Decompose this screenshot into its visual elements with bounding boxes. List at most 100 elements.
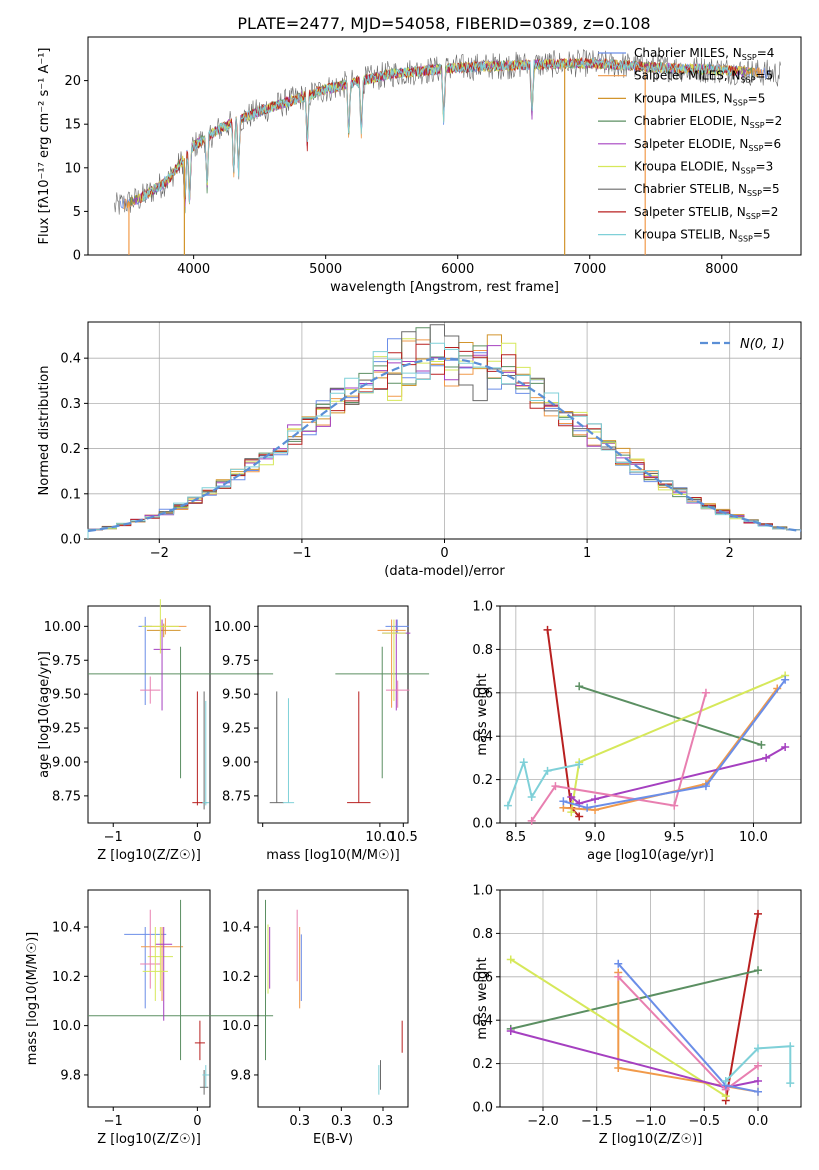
normal-curve <box>87 357 802 533</box>
weight-marker <box>575 812 584 821</box>
y-axis-label: Flux [fλ10⁻¹⁷ erg cm⁻² s⁻¹ A⁻¹] <box>37 48 52 245</box>
axes-frame <box>87 889 211 1108</box>
y-tick-label: 10.2 <box>52 970 81 985</box>
x-tick-label: −1.0 <box>635 1114 667 1129</box>
y-tick-label: 0.3 <box>60 397 81 412</box>
x-tick-label: −1 <box>292 546 311 561</box>
weight-marker <box>527 792 536 801</box>
x-tick-label: 10.0 <box>739 830 768 845</box>
axes-frame <box>257 889 409 1108</box>
x-tick-label: 0.0 <box>748 1114 769 1129</box>
panel-7: 0.3 0.3 0.3 9.8 10.0 10.2 10.4 E(B-V) <box>222 889 409 1147</box>
y-tick-label: 0.0 <box>472 817 493 832</box>
y-tick-label: 10.0 <box>222 1019 251 1034</box>
y-tick-label: 0.6 <box>472 970 493 985</box>
y-tick-label: 20 <box>64 74 81 89</box>
weight-marker <box>506 1027 515 1036</box>
panel-2: −2 −1 0 1 2 0.0 0.1 0.2 0.3 0.4 (data-model)/error… <box>37 321 802 579</box>
x-tick-label: 0.3 <box>331 1114 352 1129</box>
y-tick-label: 0 <box>73 249 81 264</box>
y-tick-label: 9.25 <box>222 722 251 737</box>
weight-marker <box>786 1079 795 1088</box>
y-tick-label: 10.0 <box>52 1019 81 1034</box>
x-tick-label: 1 <box>583 546 591 561</box>
weight-line <box>563 679 787 809</box>
y-tick-label: 0.1 <box>60 487 81 502</box>
weight-marker <box>506 955 515 964</box>
legend-label: Chabrier ELODIE, NSSP=2 <box>634 114 782 130</box>
y-tick-label: 9.75 <box>222 654 251 669</box>
y-tick-label: 10.2 <box>222 970 251 985</box>
axes-frame <box>87 36 802 256</box>
x-tick-label: 6000 <box>441 262 474 277</box>
y-tick-label: 10 <box>64 161 81 176</box>
panel-8: −2.0 −1.5 −1.0 −0.5 0.0 0.0 0.2 0.4 0.6 0.8 1.0 Z [… <box>472 884 802 1147</box>
weight-marker <box>754 1061 762 1070</box>
x-axis-label: wavelength [Angstrom, rest frame] <box>330 280 559 295</box>
y-tick-label: 10.4 <box>52 920 81 935</box>
y-tick-label: 0.4 <box>472 730 493 745</box>
y-tick-label: 15 <box>64 118 81 133</box>
weight-marker <box>701 688 710 697</box>
weight-marker <box>670 801 679 810</box>
weight-line <box>578 685 762 746</box>
y-tick-label: 0.4 <box>60 352 81 367</box>
y-axis-label: Normed distribution <box>37 366 52 496</box>
weight-line <box>724 913 759 1101</box>
weight-marker <box>543 766 552 775</box>
weight-marker <box>503 801 512 810</box>
x-tick-label: 10.0 <box>365 830 394 845</box>
x-tick-label: 9.0 <box>585 830 606 845</box>
x-axis-label: Z [log10(Z/Z☉)] <box>599 1132 703 1147</box>
y-tick-label: 0.0 <box>472 1101 493 1116</box>
y-tick-label: 9.50 <box>222 688 251 703</box>
weight-marker <box>781 675 790 684</box>
x-tick-label: 10.5 <box>389 830 418 845</box>
weight-marker <box>551 782 560 791</box>
y-tick-label: 8.75 <box>52 789 81 804</box>
x-tick-label: 8.5 <box>505 830 526 845</box>
panel-3: −1 0 8.75 9.00 9.25 9.50 9.75 10.00 Z [log10(Z/Z… <box>37 599 274 863</box>
y-tick-label: 0.6 <box>472 686 493 701</box>
weight-marker <box>786 1042 795 1051</box>
weight-marker <box>754 1087 762 1096</box>
x-tick-label: 0.3 <box>289 1114 310 1129</box>
y-tick-label: 0.2 <box>60 442 81 457</box>
y-tick-label: 9.8 <box>230 1068 251 1083</box>
weight-marker <box>757 740 766 749</box>
weight-marker <box>701 782 710 791</box>
weight-marker <box>614 972 623 981</box>
legend-label: Chabrier MILES, NSSP=4 <box>634 46 774 62</box>
x-axis-label: (data-model)/error <box>384 564 505 579</box>
weight-marker <box>721 1076 730 1085</box>
weight-marker <box>591 795 600 804</box>
histogram-step <box>87 342 801 539</box>
y-tick-label: 0.2 <box>472 1057 493 1072</box>
weight-marker <box>543 625 552 634</box>
x-tick-label: −0.5 <box>688 1114 720 1129</box>
legend-label: Kroupa STELIB, NSSP=5 <box>634 228 771 244</box>
weight-marker <box>762 753 771 762</box>
y-tick-label: 1.0 <box>472 600 493 615</box>
x-tick-label: 0.3 <box>373 1114 394 1129</box>
y-tick-label: 0.8 <box>472 643 493 658</box>
x-tick-label: −1 <box>104 1114 123 1129</box>
y-tick-label: 10.00 <box>214 620 251 635</box>
x-tick-label: 9.5 <box>664 830 685 845</box>
x-axis-label: Z [log10(Z/Z☉)] <box>97 848 201 863</box>
x-axis-label: age [log10(age/yr)] <box>587 848 714 863</box>
y-tick-label: 9.75 <box>52 654 81 669</box>
y-tick-label: 0.2 <box>472 773 493 788</box>
y-tick-label: 5 <box>73 205 81 220</box>
y-tick-label: 9.25 <box>52 722 81 737</box>
weight-marker <box>754 1076 762 1085</box>
legend-label: Chabrier STELIB, NSSP=5 <box>634 182 780 198</box>
x-tick-label: −2.0 <box>527 1114 559 1129</box>
legend-label: Salpeter MILES, NSSP=5 <box>634 69 773 85</box>
y-tick-label: 9.50 <box>52 688 81 703</box>
x-axis-label: E(B-V) <box>313 1132 353 1147</box>
y-tick-label: 0.4 <box>472 1014 493 1029</box>
weight-marker <box>567 792 576 801</box>
axes-frame <box>499 605 802 824</box>
x-tick-label: 0 <box>193 830 201 845</box>
